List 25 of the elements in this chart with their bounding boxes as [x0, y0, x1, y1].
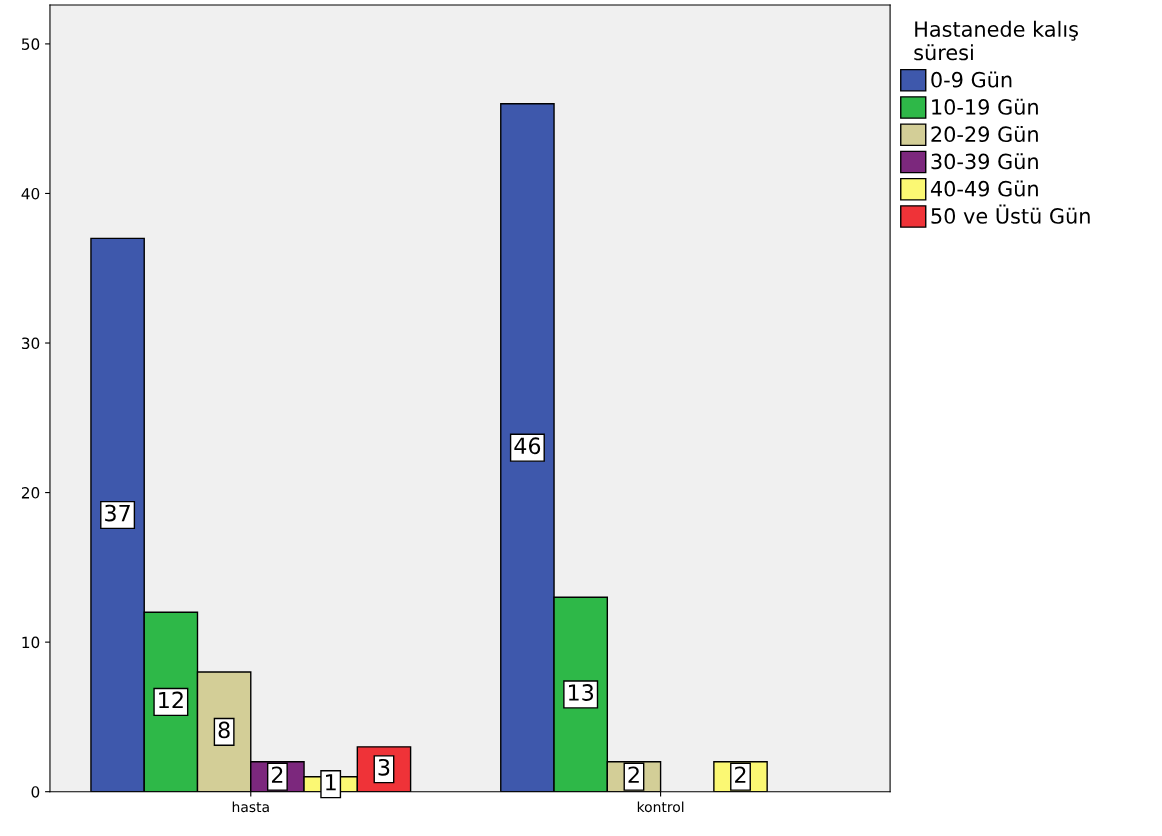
data-label: 1: [326, 774, 336, 791]
data-label: 12: [159, 691, 183, 709]
legend-label: 30-39 Gün: [931, 153, 1038, 170]
legend-label: 10-19 Gün: [932, 98, 1038, 115]
y-tick-label: 40: [21, 187, 40, 200]
legend-title: Hastanede kalış süresi: [914, 20, 1078, 61]
legend-label: 20-29 Gün: [931, 125, 1038, 143]
y-tick-label: 0: [31, 786, 40, 798]
data-label: 3: [378, 758, 390, 776]
y-tick-label: 20: [21, 487, 40, 499]
y-tick-label: 50: [21, 38, 40, 50]
x-tick-label: kontrol: [637, 801, 684, 813]
data-label: 2: [735, 766, 746, 783]
data-label: 2: [628, 766, 639, 783]
y-tick-label: 10: [22, 636, 40, 649]
data-label: 46: [514, 437, 541, 455]
y-tick-label: 30: [21, 337, 40, 350]
data-label: 8: [218, 721, 230, 739]
x-tick-label: hasta: [232, 801, 269, 813]
data-label: 37: [105, 504, 130, 522]
data-label: 13: [568, 684, 594, 701]
legend-label: 40-49 Gün: [930, 180, 1038, 197]
data-label: 2: [271, 766, 283, 783]
legend-label: 50 ve Üstü Gün: [931, 204, 1090, 224]
legend-label: 0-9 Gün: [931, 71, 1012, 88]
